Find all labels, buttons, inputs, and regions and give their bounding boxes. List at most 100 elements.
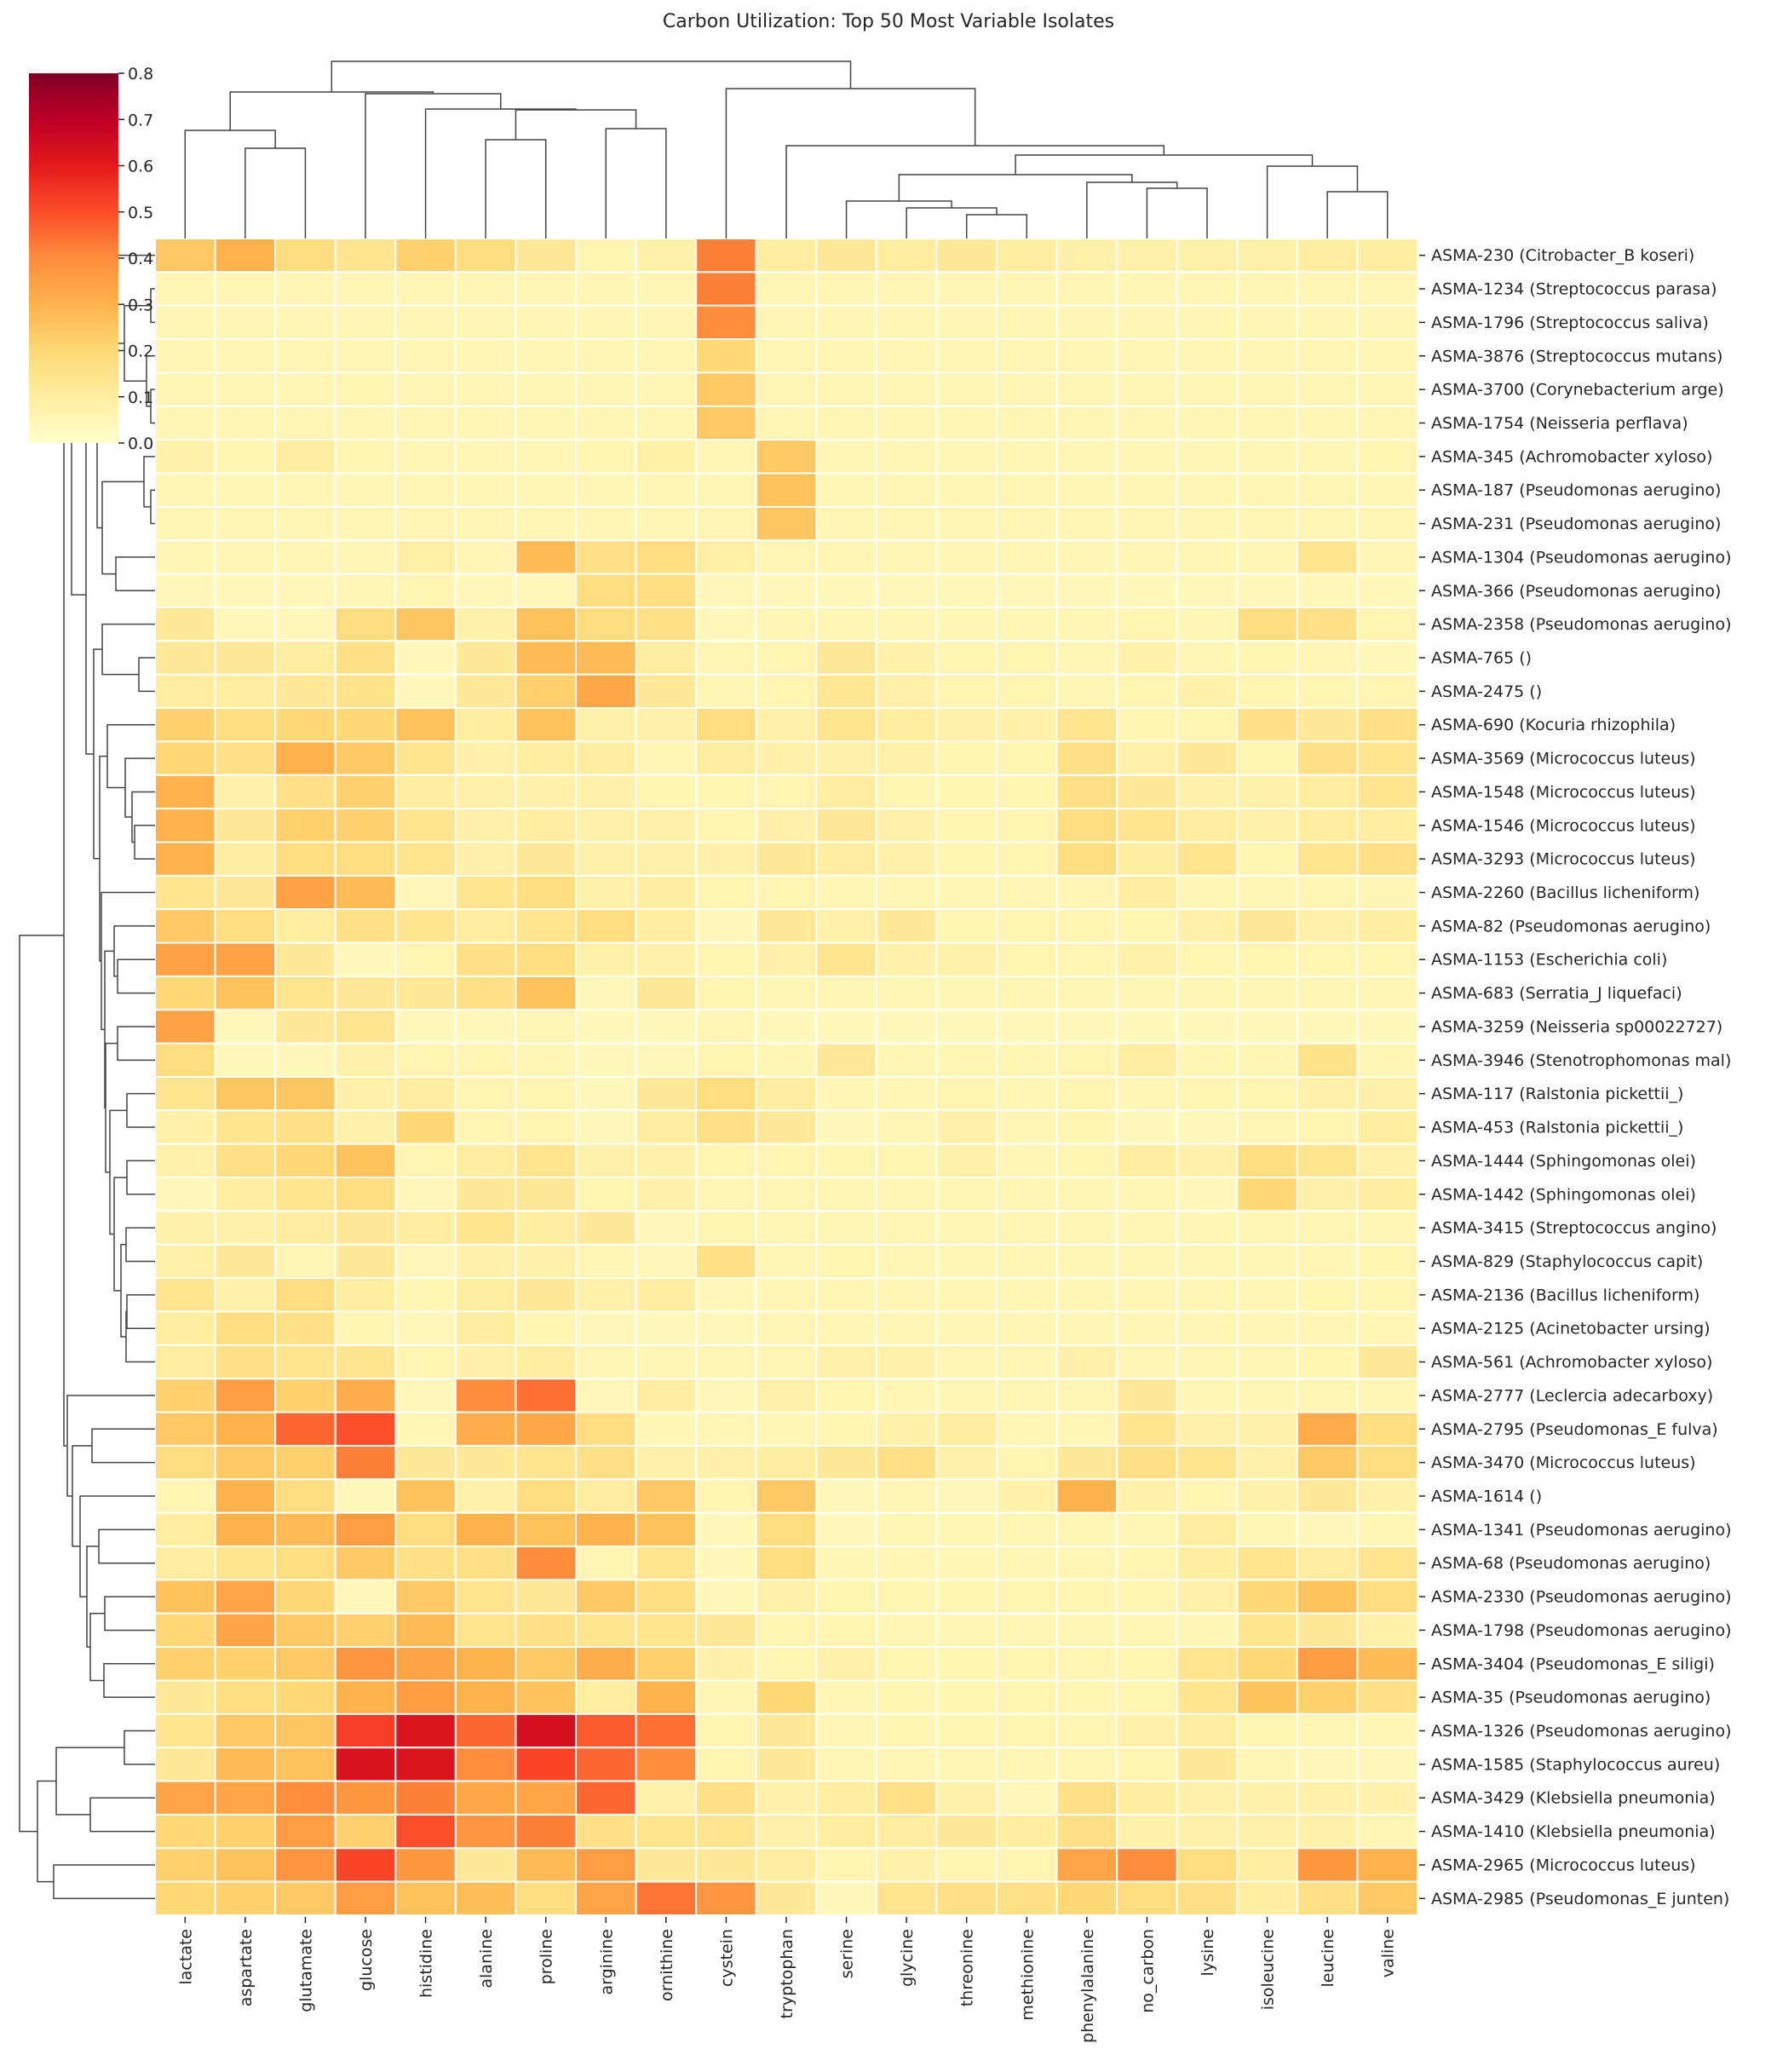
heatmap-cell — [394, 1243, 457, 1280]
heatmap-cell — [815, 472, 877, 508]
heatmap-cell — [875, 1310, 938, 1346]
heatmap-cell — [695, 271, 757, 307]
dendrogram-link — [104, 1596, 155, 1632]
heatmap-cell — [454, 808, 517, 843]
heatmap-cell — [1356, 439, 1419, 475]
heatmap-cell — [935, 1880, 998, 1916]
heatmap-cell — [334, 271, 397, 307]
heatmap-cell — [996, 1813, 1058, 1850]
heatmap-cell — [454, 1813, 517, 1850]
heatmap-cell — [154, 1210, 216, 1246]
dendrogram-link — [106, 723, 155, 789]
heatmap-cell — [695, 1142, 757, 1179]
column-label: methionine — [1018, 1929, 1037, 2021]
dendrogram-link — [124, 1730, 155, 1765]
heatmap-cell — [454, 1243, 517, 1280]
heatmap-cell — [154, 774, 216, 810]
heatmap-cell — [1296, 405, 1359, 441]
heatmap-cell — [996, 1310, 1058, 1346]
dendrogram-link — [89, 1613, 105, 1682]
heatmap-cell — [755, 573, 818, 608]
heatmap-cell — [1055, 673, 1119, 710]
colorbar-tick-label: 0.2 — [128, 342, 153, 361]
heatmap-cell — [334, 1880, 397, 1916]
heatmap-cell — [1236, 1076, 1298, 1112]
heatmap-cell — [935, 405, 998, 441]
heatmap-cell — [515, 1009, 578, 1045]
heatmap-cell — [515, 1747, 578, 1782]
row-label: ASMA-2777 (Leclercia adecarboxy) — [1431, 1386, 1713, 1405]
heatmap-cell — [996, 774, 1058, 810]
row-label: ASMA-829 (Staphylococcus capit) — [1431, 1252, 1703, 1271]
heatmap-cell — [695, 338, 757, 374]
heatmap-cell — [1356, 841, 1419, 877]
heatmap-cell — [394, 472, 457, 508]
heatmap-cell — [334, 1076, 397, 1112]
row-label: ASMA-1341 (Pseudomonas aerugino) — [1431, 1521, 1732, 1540]
heatmap-cell — [274, 371, 336, 407]
heatmap-cell — [875, 405, 938, 441]
heatmap-cell — [935, 573, 998, 608]
heatmap-cell — [154, 1612, 216, 1649]
colorbar-tick-label: 0.6 — [128, 158, 153, 176]
heatmap-cell — [515, 1109, 578, 1145]
heatmap-cell — [1356, 808, 1419, 843]
heatmap-cell — [1116, 1847, 1178, 1883]
heatmap-cell — [394, 740, 457, 776]
heatmap-cell — [334, 573, 397, 608]
heatmap-cell — [1296, 1411, 1359, 1447]
row-label: ASMA-345 (Achromobacter xyloso) — [1431, 447, 1712, 466]
heatmap-cell — [274, 1142, 336, 1179]
dendrogram-link — [19, 935, 64, 1833]
heatmap-cell — [935, 371, 998, 407]
heatmap-cell — [996, 439, 1058, 475]
heatmap-cell — [575, 1780, 637, 1816]
heatmap-cell — [695, 371, 757, 407]
heatmap-cell — [1055, 908, 1119, 944]
heatmap-cell — [515, 1444, 578, 1481]
heatmap-cell — [1236, 1646, 1298, 1682]
heatmap-cell — [935, 338, 998, 374]
heatmap-cell — [755, 1612, 818, 1649]
heatmap-cell — [1176, 740, 1239, 776]
heatmap-cell — [214, 1378, 277, 1413]
heatmap-cell — [1296, 774, 1359, 810]
heatmap-cell — [755, 1444, 818, 1481]
heatmap-cell — [875, 1277, 938, 1313]
dendrogram-link — [86, 1545, 99, 1648]
heatmap-cell — [635, 1042, 698, 1079]
heatmap-cell — [1055, 740, 1119, 776]
heatmap-cell — [695, 1076, 757, 1112]
row-label: ASMA-2330 (Pseudomonas aerugino) — [1431, 1588, 1732, 1607]
heatmap-cell — [695, 1545, 757, 1581]
heatmap-cell — [1236, 1243, 1298, 1280]
heatmap-cell — [1176, 640, 1239, 676]
heatmap-cell — [755, 1210, 818, 1246]
heatmap-cell — [154, 1277, 216, 1313]
heatmap-cell — [875, 808, 938, 843]
heatmap-cell — [454, 1444, 517, 1481]
heatmap-cell — [755, 1177, 818, 1212]
heatmap-cell — [695, 1712, 757, 1749]
heatmap-cell — [935, 1612, 998, 1649]
heatmap-cell — [1236, 1177, 1298, 1212]
heatmap-cell — [214, 1076, 277, 1112]
heatmap-cell — [635, 1646, 698, 1682]
heatmap-cell — [1176, 1545, 1239, 1581]
heatmap-cell — [1055, 874, 1119, 911]
dendrogram-link — [1146, 187, 1208, 239]
heatmap-cell — [454, 874, 517, 911]
row-label: ASMA-3569 (Micrococcus luteus) — [1431, 750, 1696, 768]
heatmap-cell — [935, 1109, 998, 1145]
heatmap-cell — [935, 841, 998, 877]
heatmap-cell — [1116, 841, 1178, 877]
heatmap-cell — [815, 271, 877, 307]
heatmap-cell — [1176, 439, 1239, 475]
heatmap-cell — [394, 1310, 457, 1346]
row-label: ASMA-68 (Pseudomonas aerugino) — [1431, 1554, 1711, 1573]
dendrogram-link — [120, 1244, 126, 1338]
heatmap-cell — [815, 505, 877, 542]
heatmap-cell — [214, 1612, 277, 1649]
heatmap-cell — [1116, 238, 1178, 273]
dendrogram-link — [91, 1428, 155, 1464]
